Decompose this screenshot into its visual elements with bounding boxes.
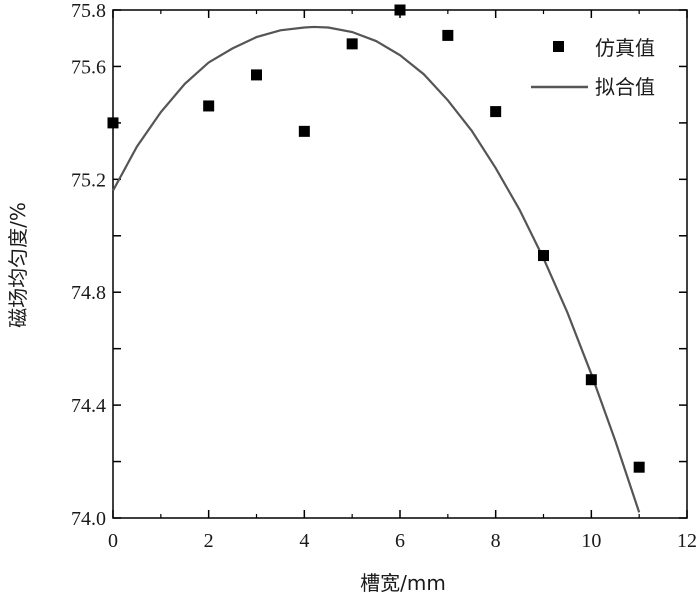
x-tick-label: 6: [395, 530, 405, 552]
x-axis-label: 槽宽/mm: [360, 571, 446, 595]
y-tick-label: 75.8: [71, 0, 106, 22]
scatter-point: [346, 38, 358, 50]
scatter-points: [107, 4, 645, 473]
x-tick-label: 10: [581, 530, 601, 552]
y-tick-label: 75.6: [71, 56, 106, 78]
fit-line-layer: [112, 25, 641, 513]
scatter-point: [298, 125, 310, 137]
y-tick-label: 74.4: [71, 395, 106, 417]
scatter-point: [633, 461, 645, 473]
scatter-point: [538, 250, 549, 262]
scatter-point: [203, 100, 215, 112]
scatter-point: [585, 374, 597, 386]
y-tick-label: 74.8: [71, 282, 106, 304]
x-tick-label: 2: [204, 530, 214, 552]
axis-ticks: [112, 9, 688, 519]
x-tick-label: 0: [108, 530, 118, 552]
scatter-point: [251, 69, 262, 81]
fit-curve: [112, 25, 641, 513]
x-tick-label: 8: [491, 530, 501, 552]
scatter-point: [394, 4, 406, 16]
scatter-point: [442, 29, 454, 41]
x-tick-label: 4: [299, 530, 309, 552]
legend-marker-simulated: [553, 41, 564, 52]
y-tick-label: 75.2: [71, 169, 106, 191]
x-tick-label: 12: [677, 530, 697, 552]
legend-label-fit: 拟合值: [595, 75, 655, 99]
y-tick-label: 74.0: [71, 508, 106, 530]
y-axis-label: 磁场均匀度/%: [6, 202, 30, 328]
axis-tick-labels: 0 2 4 6 8 10 12 74.0 74.4 74.8 75.2 75.6 75.8: [71, 0, 697, 552]
legend: 仿真值 拟合值: [531, 36, 655, 99]
scatter-point: [490, 106, 502, 118]
scatter-point: [107, 117, 119, 129]
legend-label-simulated: 仿真值: [595, 36, 655, 60]
